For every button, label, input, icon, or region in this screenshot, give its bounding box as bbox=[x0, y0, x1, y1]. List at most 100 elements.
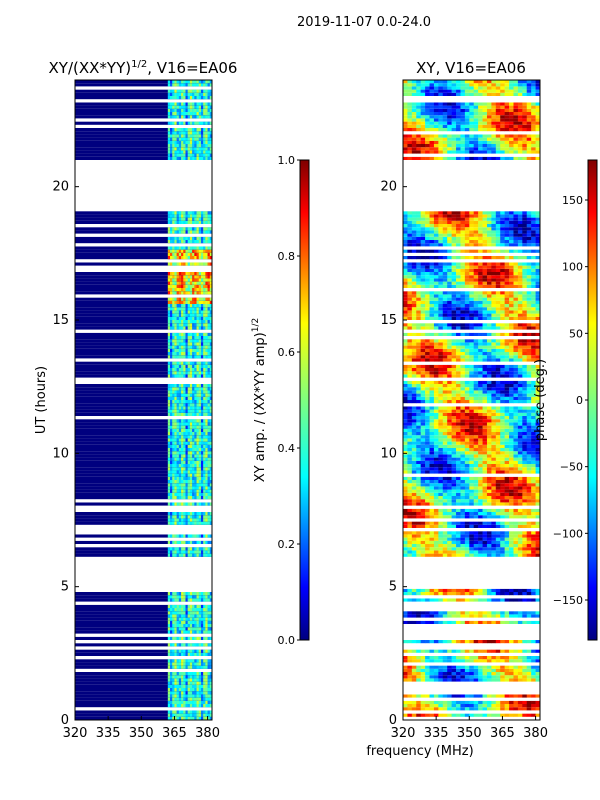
heat-cell bbox=[198, 140, 202, 144]
phase-cell bbox=[460, 428, 466, 432]
heat-cell bbox=[198, 620, 202, 624]
heat-row bbox=[75, 240, 212, 244]
heat-cell bbox=[181, 448, 184, 452]
heat-cell bbox=[189, 352, 193, 356]
heat-cell bbox=[181, 313, 184, 317]
phase-cell bbox=[535, 531, 540, 535]
heat-cell bbox=[185, 291, 188, 295]
phase-cell bbox=[403, 668, 408, 672]
heat-cell bbox=[185, 275, 188, 279]
heat-cell bbox=[172, 451, 175, 455]
phase-cell bbox=[531, 451, 536, 455]
phase-cell bbox=[500, 483, 505, 487]
heat-cell bbox=[203, 83, 206, 87]
heat-cell bbox=[209, 121, 212, 125]
phase-cell bbox=[513, 668, 519, 672]
heat-cell bbox=[167, 313, 171, 317]
heat-cell bbox=[174, 457, 177, 461]
heat-cell bbox=[189, 240, 193, 244]
phase-cell bbox=[411, 451, 417, 455]
phase-cell bbox=[403, 553, 408, 557]
phase-cell bbox=[473, 547, 479, 551]
heat-cell bbox=[172, 598, 175, 602]
heat-cell bbox=[192, 236, 195, 240]
heat-cell bbox=[172, 595, 175, 599]
heat-cell bbox=[209, 316, 212, 320]
heat-cell bbox=[189, 620, 193, 624]
heat-cell bbox=[178, 262, 182, 266]
heat-cell bbox=[207, 451, 211, 455]
heat-cell bbox=[192, 521, 195, 525]
phase-cell bbox=[433, 451, 439, 455]
phase-cell bbox=[535, 704, 540, 708]
heat-cell bbox=[209, 236, 212, 240]
phase-cell bbox=[478, 534, 483, 538]
heat-cell bbox=[205, 297, 208, 301]
heat-cell bbox=[174, 332, 177, 336]
heat-cell bbox=[174, 540, 177, 544]
heat-cell bbox=[174, 489, 177, 493]
phase-cell bbox=[411, 412, 417, 416]
heat-cell bbox=[187, 422, 191, 426]
heat-cell bbox=[181, 96, 184, 100]
phase-cell bbox=[535, 544, 540, 548]
heat-cell bbox=[167, 454, 171, 458]
phase-cell bbox=[451, 425, 457, 429]
phase-cell bbox=[495, 515, 501, 519]
phase-cell bbox=[442, 441, 448, 445]
heat-cell bbox=[200, 355, 204, 359]
heat-cell bbox=[192, 256, 195, 260]
heat-cell bbox=[192, 272, 195, 276]
phase-cell bbox=[526, 422, 532, 426]
y-tick-label: 0 bbox=[61, 713, 69, 728]
heat-cell bbox=[167, 617, 171, 621]
heat-cell bbox=[176, 131, 180, 135]
phase-cell bbox=[447, 540, 452, 544]
phase-cell bbox=[486, 665, 492, 669]
heat-cell bbox=[196, 300, 200, 304]
phase-cell bbox=[464, 649, 470, 653]
heat-cell bbox=[181, 147, 184, 151]
phase-cell bbox=[513, 480, 519, 484]
phase-cell bbox=[407, 460, 413, 464]
heat-cell bbox=[205, 515, 208, 519]
heat-cell bbox=[200, 406, 204, 410]
phase-cell bbox=[420, 640, 426, 644]
heat-cell bbox=[172, 672, 175, 676]
heat-cell bbox=[205, 688, 208, 692]
phase-cell bbox=[407, 659, 413, 663]
heat-row bbox=[75, 716, 212, 720]
heat-cell bbox=[205, 540, 208, 544]
heat-cell bbox=[192, 387, 195, 391]
heat-cell bbox=[209, 217, 212, 221]
phase-cell bbox=[478, 531, 483, 535]
heat-cell bbox=[196, 547, 200, 551]
heat-cell bbox=[172, 339, 175, 343]
phase-cell bbox=[531, 531, 536, 535]
heat-cell bbox=[174, 262, 177, 266]
heat-cell bbox=[209, 140, 212, 144]
phase-cell bbox=[509, 678, 514, 682]
phase-cell bbox=[509, 457, 514, 461]
heat-cell bbox=[187, 496, 191, 500]
heat-cell bbox=[181, 89, 184, 93]
colorbar-tick-label: 0.6 bbox=[278, 346, 296, 359]
phase-cell bbox=[482, 480, 488, 484]
heat-cell bbox=[167, 147, 171, 151]
heat-cell bbox=[187, 252, 191, 256]
heat-cell bbox=[205, 684, 208, 688]
phase-cell bbox=[407, 553, 413, 557]
phase-cell bbox=[411, 416, 417, 420]
heat-cell bbox=[172, 464, 175, 468]
heat-cell bbox=[187, 147, 191, 151]
heat-cell bbox=[170, 291, 173, 295]
heat-cell bbox=[189, 249, 193, 253]
heat-cell bbox=[183, 636, 186, 640]
heat-cell bbox=[172, 105, 175, 109]
heat-cell bbox=[185, 137, 188, 141]
heat-cell bbox=[185, 614, 188, 618]
heat-cell bbox=[183, 553, 186, 557]
phase-cell bbox=[433, 678, 439, 682]
heat-cell bbox=[187, 137, 191, 141]
